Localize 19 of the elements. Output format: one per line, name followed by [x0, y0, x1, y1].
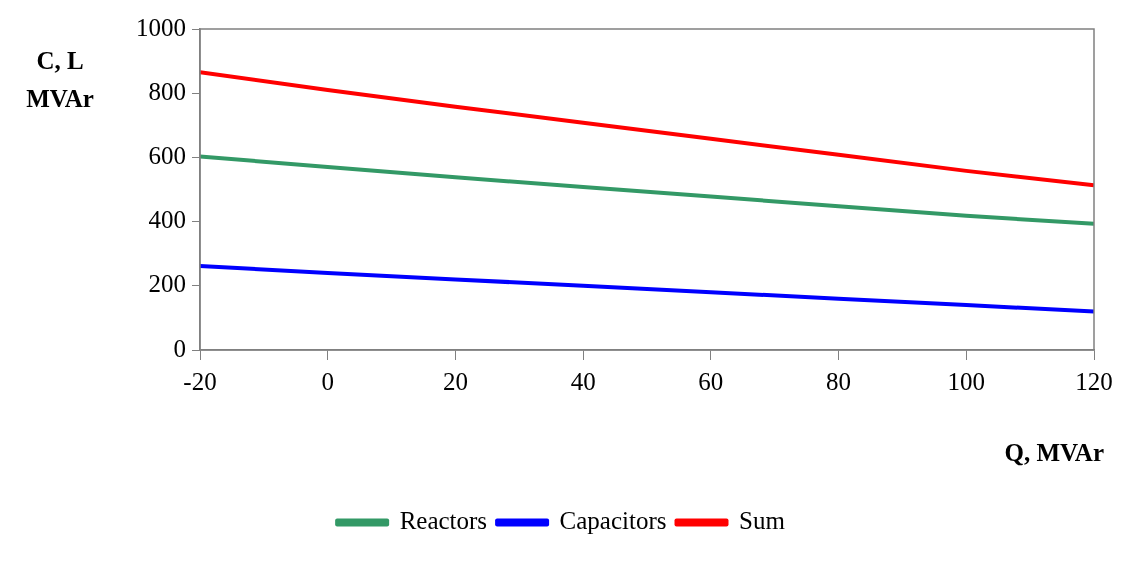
y-tick-label: 0	[173, 334, 186, 362]
y-tick-label: 800	[148, 77, 186, 105]
y-tick-label: 1000	[136, 13, 186, 41]
x-tick-label: 0	[321, 367, 334, 395]
y-tick-label: 200	[148, 270, 186, 298]
legend-label: Capacitors	[559, 507, 667, 535]
x-axis-title: Q, MVAr	[1004, 438, 1104, 466]
legend-label: Sum	[739, 507, 786, 535]
x-tick-label: 120	[1075, 367, 1113, 395]
x-tick-label: 80	[826, 367, 852, 395]
x-tick-label: 20	[442, 367, 468, 395]
y-tick-label: 400	[148, 206, 186, 234]
x-tick-label: -20	[183, 367, 217, 395]
x-tick-label: 60	[698, 367, 724, 395]
x-tick-label: 100	[947, 367, 986, 395]
y-tick-label: 600	[148, 141, 186, 169]
x-tick-label: 40	[570, 367, 596, 395]
legend-label: Reactors	[399, 507, 488, 535]
y-axis-title: C, L MVAr	[26, 46, 94, 112]
